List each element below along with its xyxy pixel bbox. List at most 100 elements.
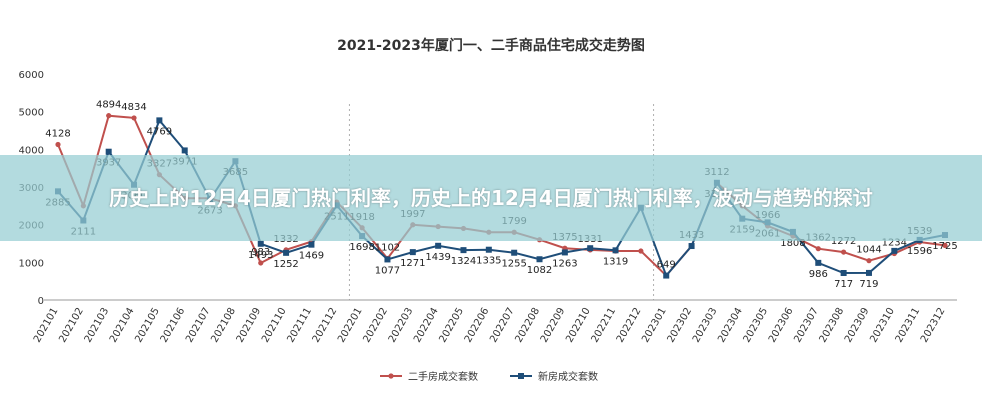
series-1-marker — [866, 258, 872, 264]
x-tick-label: 202309 — [843, 306, 872, 345]
data-label: 1082 — [527, 265, 552, 276]
x-tick-label: 202301 — [640, 306, 669, 345]
series-2-marker — [181, 147, 188, 154]
x-tick-label: 202101 — [32, 306, 61, 345]
data-label: 983 — [251, 247, 270, 258]
data-label: 1077 — [375, 265, 400, 276]
x-tick-label: 202210 — [564, 306, 593, 345]
data-label: 1255 — [501, 259, 526, 270]
series-2-marker — [815, 259, 822, 266]
data-label: 1102 — [375, 242, 400, 253]
x-tick-label: 202111 — [285, 306, 314, 345]
data-label: 1324 — [451, 256, 476, 267]
y-tick-label: 4000 — [19, 145, 44, 156]
x-tick-label: 202303 — [691, 306, 720, 345]
data-label: 1698 — [349, 242, 374, 253]
series-2-marker — [409, 249, 416, 256]
x-tick-label: 202205 — [437, 306, 466, 345]
series-2-marker — [460, 247, 467, 254]
x-tick-label: 202311 — [894, 306, 923, 345]
series-1-marker — [942, 242, 948, 248]
x-tick-label: 202211 — [590, 306, 619, 345]
data-label: 649 — [657, 260, 676, 271]
x-tick-label: 202307 — [792, 306, 821, 345]
series-1-marker — [258, 260, 264, 266]
series-2-marker — [485, 246, 492, 253]
x-tick-label: 202304 — [716, 306, 745, 345]
x-tick-label: 202109 — [235, 306, 264, 345]
data-label: 1469 — [299, 251, 324, 262]
data-label: 4769 — [147, 126, 172, 137]
x-tick-label: 202110 — [260, 306, 289, 345]
series-2-marker — [384, 256, 391, 263]
data-label: 1271 — [400, 258, 425, 269]
data-label: 1725 — [932, 241, 957, 252]
x-tick-label: 202104 — [108, 306, 137, 345]
series-2-marker — [257, 240, 264, 247]
data-label: 4894 — [96, 100, 121, 111]
x-tick-label: 202103 — [83, 306, 112, 345]
x-tick-label: 202108 — [209, 306, 238, 345]
x-tick-label: 202212 — [615, 306, 644, 345]
data-label: 4128 — [45, 129, 70, 140]
data-label: 1252 — [273, 259, 298, 270]
series-1-marker — [638, 248, 644, 254]
series-2-marker — [105, 148, 112, 155]
data-label: 1044 — [856, 245, 881, 256]
x-tick-label: 202308 — [818, 306, 847, 345]
data-label: 1493 — [248, 250, 273, 261]
x-tick-label: 202310 — [868, 306, 897, 345]
series-2-marker — [156, 117, 163, 124]
data-label: 717 — [834, 279, 853, 290]
series-2-marker — [561, 249, 568, 256]
series-1-marker — [55, 141, 61, 148]
x-tick-label: 202202 — [361, 306, 390, 345]
x-tick-label: 202106 — [159, 306, 188, 345]
x-tick-label: 202207 — [488, 306, 517, 345]
series-1-marker — [841, 249, 847, 255]
data-label: 1596 — [907, 246, 932, 257]
data-label: 1439 — [425, 252, 450, 263]
x-tick-label: 202206 — [463, 306, 492, 345]
series-1-marker — [131, 115, 137, 121]
data-label: 1263 — [552, 258, 577, 269]
series-2-marker — [840, 269, 847, 276]
series-2-marker — [865, 269, 872, 276]
data-label: 1808 — [780, 238, 805, 249]
legend-marker — [388, 373, 394, 379]
series-2-marker — [435, 242, 442, 249]
data-label: 1272 — [831, 236, 856, 247]
data-label: 1234 — [882, 238, 907, 249]
x-tick-label: 202208 — [513, 306, 542, 345]
legend-marker — [518, 373, 524, 379]
data-label: 4834 — [121, 102, 146, 113]
x-tick-label: 202107 — [184, 306, 213, 345]
series-2-marker — [283, 249, 290, 256]
series-2-marker — [688, 243, 695, 250]
series-2-marker — [587, 245, 594, 252]
y-tick-label: 0 — [38, 296, 44, 307]
data-label: 719 — [859, 279, 878, 290]
headline-text: 历史上的12月4日厦门热门利率，历史上的12月4日厦门热门利率，波动与趋势的探讨 — [109, 186, 873, 210]
y-tick-label: 5000 — [19, 108, 44, 119]
x-tick-label: 202105 — [133, 306, 162, 345]
series-2-marker — [511, 249, 518, 256]
series-2-marker — [536, 256, 543, 263]
data-label: 1319 — [603, 256, 628, 267]
series-2-marker — [891, 247, 898, 254]
x-tick-label: 202102 — [57, 306, 86, 345]
series-1-marker — [106, 113, 112, 119]
x-tick-label: 202305 — [742, 306, 771, 345]
y-tick-label: 1000 — [19, 258, 44, 269]
x-tick-label: 202306 — [767, 306, 796, 345]
series-2-marker — [308, 241, 315, 248]
legend-label: 新房成交套数 — [538, 370, 598, 383]
chart-title: 2021-2023年厦门一、二手商品住宅成交走势图 — [337, 37, 645, 54]
y-tick-label: 6000 — [19, 70, 44, 81]
legend: 二手房成交套数 新房成交套数 — [380, 370, 598, 383]
data-label: 1335 — [476, 256, 501, 267]
x-tick-label: 202209 — [539, 306, 568, 345]
series-1-marker — [815, 246, 821, 252]
x-tick-label: 202204 — [412, 306, 441, 345]
data-label: 986 — [809, 269, 828, 280]
